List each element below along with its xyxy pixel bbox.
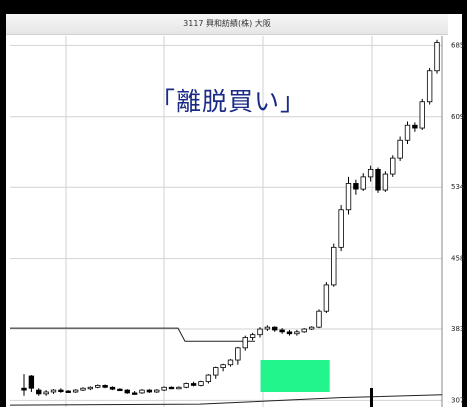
candle-body — [198, 381, 204, 386]
candle-body — [367, 168, 374, 178]
candle-body — [345, 183, 352, 211]
left-border — [0, 0, 6, 407]
candle-body — [331, 246, 337, 286]
support-line — [10, 327, 255, 342]
chart-annotation: 「離脱買い」 — [150, 87, 307, 116]
candle-body — [220, 364, 226, 368]
candle-body — [390, 157, 396, 175]
candle-body — [397, 139, 403, 159]
candle-body — [257, 328, 263, 336]
y-tick-label: 307 — [451, 396, 464, 404]
candle-body — [124, 389, 130, 394]
candle-body — [183, 383, 189, 388]
candle-body — [168, 386, 175, 390]
candle-body — [264, 326, 271, 330]
candle-body — [95, 384, 101, 388]
candle-body — [286, 331, 293, 335]
candle-body — [21, 387, 27, 391]
highlight-box — [260, 360, 330, 392]
y-tick-label: 534 — [451, 183, 465, 191]
candle-body — [419, 101, 425, 129]
candle-body — [426, 70, 433, 103]
candle-body — [242, 337, 248, 349]
lower-line — [9, 394, 443, 406]
candle-body — [65, 390, 71, 393]
candle-body — [102, 384, 108, 388]
candle-body — [382, 173, 389, 191]
candle-body — [146, 389, 153, 393]
top-border — [0, 0, 467, 14]
candle-body — [28, 375, 35, 389]
candle-body — [279, 329, 285, 333]
candle-body — [272, 326, 278, 331]
y-tick-label: 458 — [451, 255, 464, 263]
chart-title: 3117 興和紡績(株) 大阪 — [183, 19, 271, 28]
candle-body — [36, 389, 42, 395]
candle-body — [80, 387, 86, 391]
candle-body — [58, 389, 64, 392]
candle-body — [87, 386, 94, 390]
candle-body — [308, 326, 315, 330]
chart-title-bar: 3117 興和紡績(株) 大阪 — [6, 14, 448, 35]
candle-body — [338, 209, 344, 248]
candle-body — [139, 389, 145, 394]
candle-body — [50, 389, 57, 393]
candle-body — [43, 391, 49, 395]
candle-body — [190, 383, 197, 386]
candle-body — [323, 284, 330, 312]
y-tick-label: 609 — [451, 113, 464, 121]
candle-body — [412, 124, 418, 129]
candle-body — [249, 334, 256, 338]
candle-body — [161, 386, 167, 391]
candle-body — [227, 359, 234, 366]
candle-body — [176, 386, 182, 390]
candle-body — [360, 176, 366, 190]
top-right-border — [448, 0, 467, 14]
candle-body — [301, 328, 307, 333]
candle-body — [353, 183, 359, 190]
y-tick-label: 383 — [451, 325, 464, 333]
volume-marker — [370, 388, 373, 407]
candle-body — [117, 388, 123, 392]
candle-body — [205, 374, 212, 383]
candle-body — [235, 347, 241, 361]
y-tick-label: 685 — [451, 41, 464, 49]
candle-body — [294, 331, 300, 335]
candle-body — [213, 367, 219, 376]
candle-body — [316, 310, 322, 328]
candle-body — [434, 42, 440, 72]
candle-body — [109, 386, 116, 390]
candle-body — [72, 389, 79, 393]
candle-body — [375, 168, 381, 191]
candle-body — [404, 124, 411, 141]
candle-body — [131, 392, 138, 395]
candle-body — [154, 389, 160, 393]
right-border — [462, 14, 467, 407]
